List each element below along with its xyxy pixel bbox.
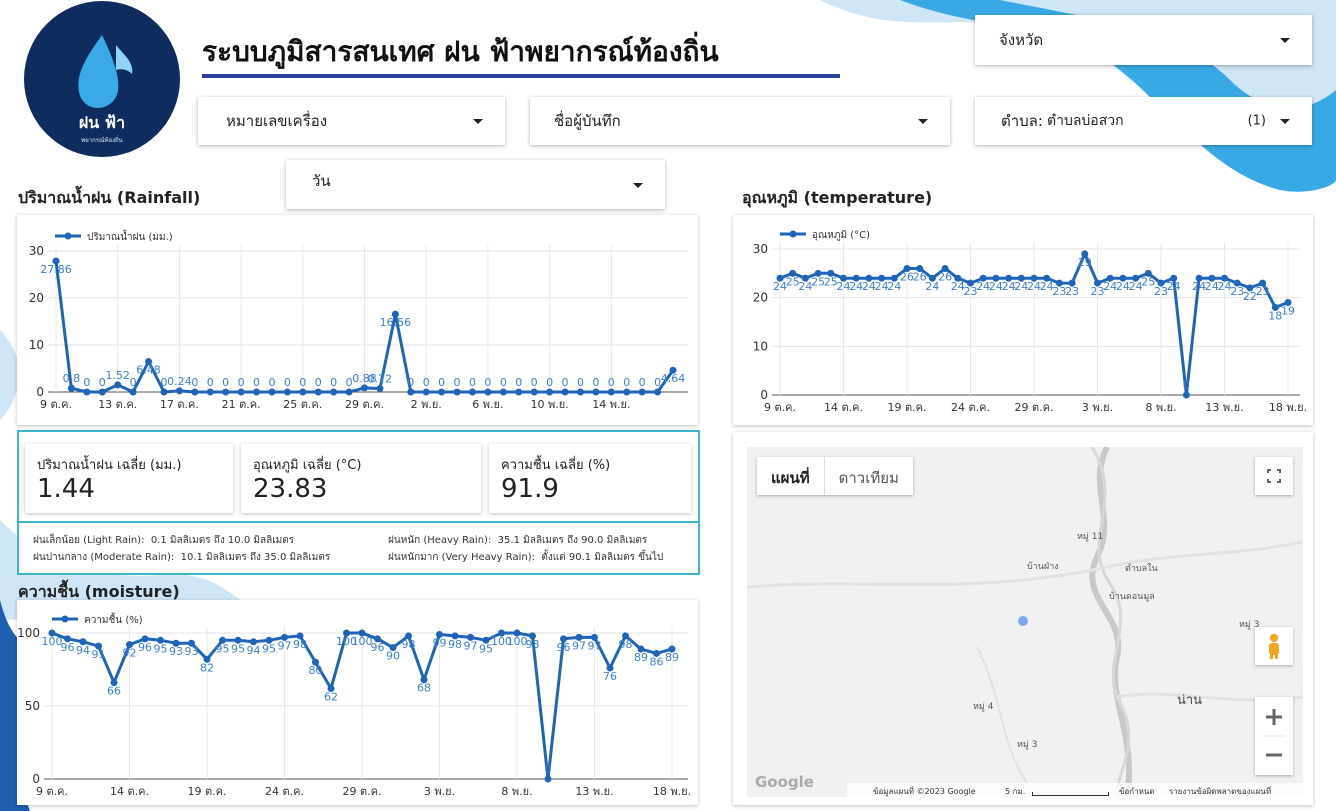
stat-label: ปริมาณน้ำฝน เฉลี่ย (มม.)	[37, 458, 182, 473]
dropdown-label: ตำบล:	[1001, 112, 1043, 130]
dropdown-label: ชื่อผู้บันทึก	[554, 112, 621, 130]
rain-level: ฝนหนักมาก (Very Heavy Rain): ตั้งแต่ 90.…	[388, 552, 664, 563]
google-logo: Google	[755, 773, 814, 791]
location-marker[interactable]	[1018, 616, 1028, 626]
logo-tagline: พยากรณ์ท้องถิ่น	[81, 136, 122, 144]
place-label: ตำบลใน	[1125, 564, 1158, 574]
dropdown-arrow	[473, 119, 483, 124]
fullscreen-icon	[1267, 469, 1281, 483]
map-tab[interactable]: แผนที่	[757, 457, 825, 495]
zoom-icons[interactable]	[1255, 697, 1293, 775]
map-roads	[747, 447, 1303, 797]
section-title: อุณหภูมิ (temperature)	[742, 188, 933, 207]
temperature-panel	[733, 215, 1313, 425]
stat-card: ปริมาณน้ำฝน เฉลี่ย (มม.) 1.44	[25, 444, 233, 513]
stat-card: อุณหภูมิ เฉลี่ย (°C) 23.83	[241, 444, 481, 513]
device-dropdown[interactable]: หมายเลขเครื่อง	[198, 97, 505, 145]
map-footer: ข้อมูลแผนที่ ©2023 Google 5 กม. ข้อกำหนด…	[847, 783, 1303, 797]
map-tab[interactable]: ดาวเทียม	[838, 469, 899, 487]
rain-level: ฝนหนัก (Heavy Rain): 35.1 มิลลิเมตร ถึง …	[388, 535, 648, 546]
stat-value: 91.9	[501, 474, 559, 504]
moisture-panel	[17, 600, 698, 805]
dropdown-label: จังหวัด	[999, 31, 1044, 49]
map-report[interactable]: รายงานข้อผิดพลาดของแผนที่	[1169, 787, 1272, 796]
place-label: บ้านฝ่าง	[1027, 562, 1059, 572]
logo-name: ฝน ฟ้า	[79, 113, 125, 132]
map[interactable]: แผนที่ ดาวเทียม หมู่ 11 บ้านฝ่าง ตำบลใน …	[747, 447, 1303, 797]
stat-card: ความชื้น เฉลี่ย (%) 91.9	[489, 444, 691, 513]
map-type-toggle: แผนที่ ดาวเทียม	[757, 457, 913, 495]
stat-label: อุณหภูมิ เฉลี่ย (°C)	[253, 458, 362, 473]
place-label: บ้านดอนมูล	[1109, 592, 1155, 602]
stat-label: ความชื้น เฉลี่ย (%)	[501, 458, 611, 473]
pegman-button[interactable]	[1255, 627, 1293, 665]
stat-value: 1.44	[37, 474, 95, 504]
dropdown-label: หมายเลขเครื่อง	[226, 112, 328, 130]
dropdown-label: วัน	[312, 171, 331, 190]
province-dropdown[interactable]: จังหวัด	[975, 15, 1312, 65]
stat-value: 23.83	[253, 474, 328, 504]
place-label: น่าน	[1177, 693, 1203, 708]
title-underline	[202, 74, 840, 78]
subdistrict-dropdown[interactable]: ตำบล: ตำบลบ่อสวก (1)	[975, 97, 1312, 145]
section-title: ความชื้น (moisture)	[18, 582, 180, 601]
dropdown-count: (1)	[1247, 113, 1266, 129]
dropdown-value: ตำบลบ่อสวก	[1047, 113, 1124, 129]
zoom-control	[1255, 697, 1293, 775]
map-scale: 5 กม.	[1005, 787, 1026, 796]
dropdown-arrow	[633, 182, 643, 188]
map-terms[interactable]: ข้อกำหนด	[1119, 787, 1155, 796]
page-title: ระบบภูมิสารสนเทศ ฝน ฟ้าพยากรณ์ท้องถิ่น	[202, 35, 719, 68]
section-title: ปริมาณน้ำฝน (Rainfall)	[18, 188, 201, 207]
period-dropdown[interactable]: วัน	[286, 160, 665, 209]
place-label: หมู่ 11	[1077, 532, 1104, 542]
dropdown-arrow	[918, 119, 928, 124]
place-label: หมู่ 3	[1239, 620, 1260, 630]
rainfall-panel	[17, 215, 698, 425]
rain-level: ฝนเล็กน้อย (Light Rain): 0.1 มิลลิเมตร ถ…	[33, 535, 295, 546]
pegman-icon	[1269, 634, 1279, 659]
fullscreen-button[interactable]	[1255, 457, 1293, 495]
dropdown-arrow	[1280, 38, 1290, 43]
place-label: หมู่ 4	[973, 702, 994, 712]
place-label: หมู่ 3	[1017, 740, 1038, 750]
dropdown-arrow	[1280, 119, 1290, 124]
scale-bar	[1032, 792, 1109, 796]
logo: ฝน ฟ้า พยากรณ์ท้องถิ่น	[24, 1, 180, 157]
stats-divider	[19, 521, 698, 523]
recorder-dropdown[interactable]: ชื่อผู้บันทึก	[530, 97, 950, 145]
map-attribution: ข้อมูลแผนที่ ©2023 Google	[873, 787, 976, 796]
rain-level: ฝนปานกลาง (Moderate Rain): 10.1 มิลลิเมต…	[33, 552, 331, 563]
